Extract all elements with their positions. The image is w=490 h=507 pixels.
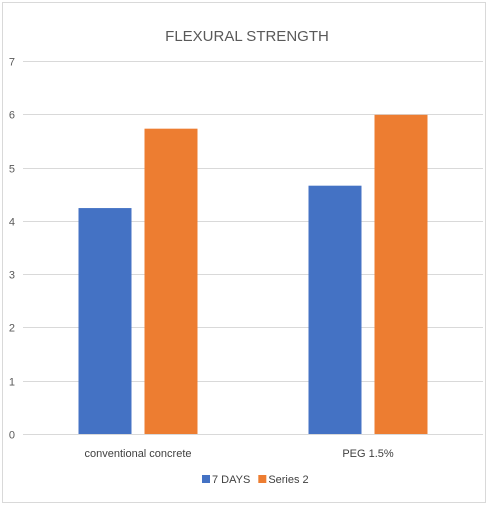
bar-chart: FLEXURAL STRENGTH 0 1 2 3 4 5 6 7 conventional … xyxy=(9,28,483,486)
y-tick-label: 1 xyxy=(9,377,15,389)
y-tick-label: 5 xyxy=(9,164,15,176)
bar-series-2-1 xyxy=(144,128,198,434)
y-tick-label: 6 xyxy=(9,110,15,122)
y-tick-label: 0 xyxy=(9,430,15,442)
legend-swatch xyxy=(258,475,267,483)
chart-title: FLEXURAL STRENGTH xyxy=(165,28,329,45)
x-category-label: conventional concrete xyxy=(84,448,191,460)
legend-swatch xyxy=(202,475,210,483)
y-tick-label: 3 xyxy=(9,270,15,282)
legend: 7 DAYS Series 2 xyxy=(202,474,309,486)
y-tick-label: 7 xyxy=(9,57,15,69)
x-axis-categories: conventional concrete PEG 1.5% xyxy=(84,448,393,460)
legend-label: 7 DAYS xyxy=(212,474,250,486)
bar-7-days-1 xyxy=(78,208,132,434)
x-category-label: PEG 1.5% xyxy=(342,448,394,460)
bar-series-2-2 xyxy=(374,114,428,434)
bars xyxy=(78,114,428,434)
y-tick-label: 2 xyxy=(9,323,15,335)
bar-7-days-2 xyxy=(308,185,362,434)
y-tick-label: 4 xyxy=(9,217,15,229)
chart-frame: FLEXURAL STRENGTH 0 1 2 3 4 5 6 7 conventional … xyxy=(2,2,486,503)
y-axis-ticks: 0 1 2 3 4 5 6 7 xyxy=(9,57,15,442)
legend-label: Series 2 xyxy=(268,474,308,486)
